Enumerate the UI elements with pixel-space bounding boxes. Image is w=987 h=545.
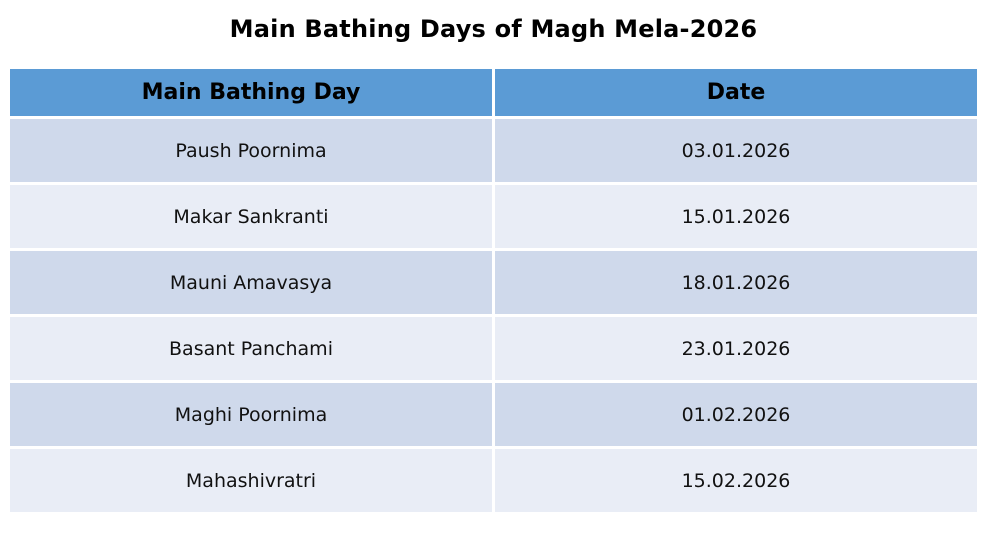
cell-bathing-day: Maghi Poornima <box>10 383 492 446</box>
cell-bathing-day: Mahashivratri <box>10 449 492 512</box>
cell-date: 03.01.2026 <box>495 119 977 182</box>
cell-date: 18.01.2026 <box>495 251 977 314</box>
page-title: Main Bathing Days of Magh Mela-2026 <box>229 15 758 43</box>
cell-date: 23.01.2026 <box>495 317 977 380</box>
cell-bathing-day: Paush Poornima <box>10 119 492 182</box>
cell-bathing-day: Mauni Amavasya <box>10 251 492 314</box>
cell-bathing-day: Basant Panchami <box>10 317 492 380</box>
cell-date: 15.01.2026 <box>495 185 977 248</box>
bathing-days-table: Main Bathing Day Date Paush Poornima 03.… <box>10 69 977 512</box>
cell-date: 01.02.2026 <box>495 383 977 446</box>
page: { "page_title": "Main Bathing Days of Ma… <box>0 15 987 545</box>
column-header-date: Date <box>495 69 977 116</box>
cell-bathing-day: Makar Sankranti <box>10 185 492 248</box>
column-header-day: Main Bathing Day <box>10 69 492 116</box>
cell-date: 15.02.2026 <box>495 449 977 512</box>
table-grid: Main Bathing Day Date Paush Poornima 03.… <box>10 69 977 512</box>
